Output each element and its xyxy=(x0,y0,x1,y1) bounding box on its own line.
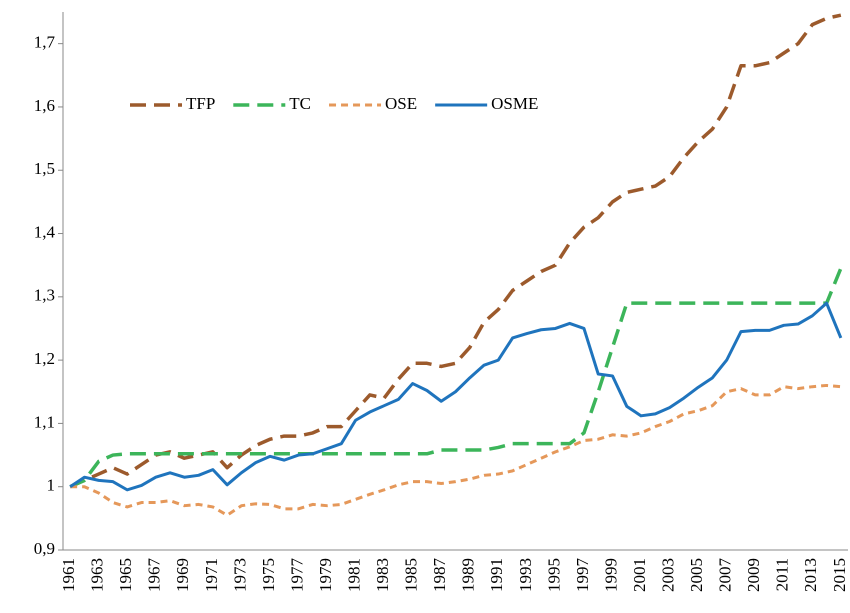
x-tick-label: 1995 xyxy=(544,558,563,592)
y-tick-label: 1,6 xyxy=(34,96,55,115)
x-tick-label: 1977 xyxy=(287,558,306,593)
x-tick-label: 2009 xyxy=(744,558,763,592)
x-tick-label: 1993 xyxy=(516,558,535,592)
x-tick-label: 1975 xyxy=(259,558,278,592)
legend-label: OSME xyxy=(491,94,538,113)
x-tick-label: 1963 xyxy=(88,558,107,592)
legend-label: TFP xyxy=(186,94,215,113)
x-tick-label: 1991 xyxy=(487,558,506,592)
series-line xyxy=(69,301,843,492)
x-tick-label: 1967 xyxy=(145,558,164,593)
y-tick-label: 1 xyxy=(47,476,56,495)
y-tick-label: 1,5 xyxy=(34,159,55,178)
x-tick-label: 1999 xyxy=(601,558,620,592)
y-tick-label: 1,3 xyxy=(34,286,55,305)
x-tick-label: 1983 xyxy=(373,558,392,592)
legend-label: OSE xyxy=(385,94,417,113)
x-tick-label: 2001 xyxy=(630,558,649,592)
x-tick-label: 2013 xyxy=(801,558,820,592)
x-tick-label: 1961 xyxy=(59,558,78,592)
x-tick-label: 2011 xyxy=(773,558,792,591)
x-tick-label: 1973 xyxy=(230,558,249,592)
x-tick-label: 1965 xyxy=(116,558,135,592)
legend-label: TC xyxy=(289,94,311,113)
y-tick-label: 0,9 xyxy=(34,539,55,558)
x-tick-label: 1971 xyxy=(202,558,221,592)
y-tick-label: 1,4 xyxy=(34,222,56,241)
series-line xyxy=(70,383,841,517)
x-tick-label: 2015 xyxy=(830,558,849,592)
series-line xyxy=(69,267,843,489)
x-tick-label: 2003 xyxy=(658,558,677,592)
x-tick-label: 1997 xyxy=(573,558,592,593)
x-tick-label: 1989 xyxy=(459,558,478,592)
x-tick-label: 2007 xyxy=(716,558,735,593)
x-tick-label: 1981 xyxy=(344,558,363,592)
x-tick-label: 1979 xyxy=(316,558,335,592)
x-tick-label: 2005 xyxy=(687,558,706,592)
x-tick-label: 1985 xyxy=(402,558,421,592)
y-tick-label: 1,2 xyxy=(34,349,55,368)
x-tick-label: 1987 xyxy=(430,558,449,593)
y-tick-label: 1,7 xyxy=(34,33,56,52)
y-tick-label: 1,1 xyxy=(34,412,55,431)
x-tick-label: 1969 xyxy=(173,558,192,592)
series-line xyxy=(69,13,842,489)
